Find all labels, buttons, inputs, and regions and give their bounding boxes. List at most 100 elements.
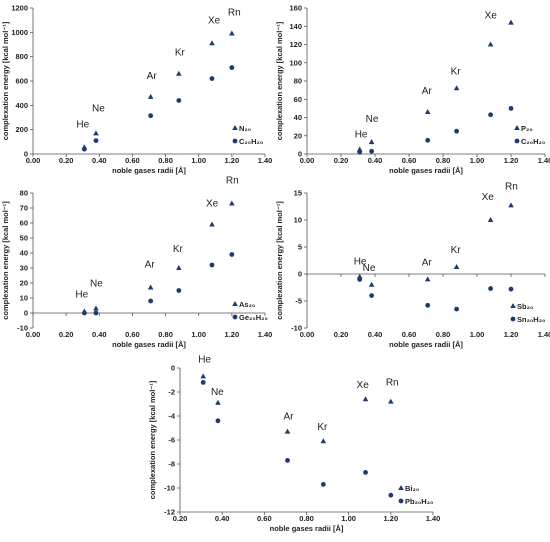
x-tick-label: 0.80 <box>158 156 173 165</box>
y-tick-label: -2 <box>168 388 175 397</box>
y-tick-label: 140 <box>289 22 302 31</box>
circle-marker <box>454 128 459 134</box>
y-tick-label: -12 <box>164 508 175 517</box>
y-tick-label: -10 <box>17 324 28 333</box>
point-label-rn: Rn <box>226 176 239 187</box>
circle-marker <box>215 418 221 424</box>
circle-marker <box>209 76 215 81</box>
x-tick-label: 0.40 <box>92 156 107 165</box>
x-tick-label: 0.80 <box>436 330 451 339</box>
triangle-marker <box>176 265 182 270</box>
x-tick-label: 0.40 <box>368 330 383 339</box>
point-label-ar: Ar <box>284 412 295 423</box>
legend-circle-icon <box>510 316 516 322</box>
circle-marker <box>285 458 290 463</box>
x-tick-label: 0.80 <box>158 330 173 339</box>
x-tick-label: 0.20 <box>334 156 349 165</box>
point-label-ne: Ne <box>90 279 103 290</box>
legend-triangle-icon <box>514 125 520 130</box>
point-label-kr: Kr <box>451 245 462 256</box>
triangle-marker <box>147 284 154 290</box>
x-tick-label: 1.00 <box>341 514 356 523</box>
y-tick-label: 0 <box>171 364 175 373</box>
legend-label: N₂₀ <box>239 124 251 133</box>
circle-marker <box>81 310 87 316</box>
chart-panel-4: 0.00 0.20 0.40 0.60 0.80 1.00 1.20 1.40 -10 -5 0 5 1… <box>275 181 550 349</box>
y-tick-label: -6 <box>168 436 175 445</box>
circle-marker <box>488 286 493 291</box>
point-label-rn: Rn <box>228 8 241 19</box>
point-label-ar: Ar <box>422 86 433 97</box>
x-tick-label: 0.00 <box>26 330 41 339</box>
x-tick-label: 1.40 <box>426 514 441 523</box>
y-tick-label: 0 <box>298 150 302 159</box>
circle-marker <box>148 298 154 304</box>
triangle-marker <box>93 130 99 136</box>
legend-circle-icon <box>232 138 238 144</box>
y-tick-label: 1000 <box>11 28 28 37</box>
y-tick-label: -5 <box>295 297 302 306</box>
y-axis-label: complexation energy [kcal mol⁻¹] <box>275 21 284 140</box>
point-label-rn: Rn <box>505 0 518 2</box>
point-label-he: He <box>75 290 88 301</box>
point-label-xe: Xe <box>485 11 498 22</box>
x-tick-label: 0.20 <box>59 330 74 339</box>
x-tick-label: 1.20 <box>504 330 519 339</box>
y-tick-label: 10 <box>20 294 28 303</box>
circle-marker <box>209 262 215 268</box>
point-label-kr: Kr <box>317 422 328 433</box>
point-label-ar: Ar <box>147 71 158 82</box>
x-tick-label: 0.20 <box>59 156 74 165</box>
legend-label: C₂₀H₂₀ <box>239 137 263 146</box>
y-tick-label: 80 <box>20 189 28 198</box>
y-tick-label: 50 <box>20 234 28 243</box>
point-label-xe: Xe <box>482 192 495 203</box>
y-tick-label: 20 <box>294 131 302 140</box>
triangle-marker <box>362 396 369 402</box>
legend-label: C₂₀H₂₀ <box>521 137 545 146</box>
y-tick-label: -8 <box>168 460 175 469</box>
circle-marker <box>363 470 368 475</box>
circle-marker <box>176 98 182 103</box>
triangle-marker <box>368 139 375 145</box>
triangle-marker <box>209 40 215 46</box>
triangle-marker <box>487 217 494 222</box>
circle-marker <box>81 146 87 152</box>
triangle-marker <box>356 146 363 152</box>
triangle-marker <box>356 273 363 279</box>
triangle-marker <box>200 373 206 379</box>
circle-marker <box>425 302 431 308</box>
y-tick-label: 60 <box>294 95 302 104</box>
x-tick-label: 0.00 <box>300 156 315 165</box>
triangle-marker <box>176 70 182 76</box>
triangle-marker <box>229 200 235 206</box>
y-tick-label: -10 <box>164 484 175 493</box>
y-axis-label: complexation energy [kcal mol⁻¹] <box>1 201 10 320</box>
x-tick-label: 1.00 <box>191 330 206 339</box>
x-tick-label: 0.00 <box>26 156 41 165</box>
circle-marker <box>454 306 459 312</box>
x-tick-label: 1.20 <box>225 330 240 339</box>
circle-marker <box>148 113 154 119</box>
y-tick-label: 200 <box>15 125 28 134</box>
circle-marker <box>369 148 374 154</box>
x-tick-label: 0.40 <box>368 156 383 165</box>
circle-marker <box>200 380 206 385</box>
point-label-he: He <box>354 257 367 268</box>
y-tick-label: 1200 <box>11 4 28 13</box>
circle-marker <box>425 137 431 143</box>
x-tick-label: 1.40 <box>258 156 273 165</box>
y-tick-label: 600 <box>15 77 28 86</box>
triangle-marker <box>209 221 215 227</box>
triangle-marker <box>487 41 494 47</box>
legend-label: Sn₂₀H₂₀ <box>517 315 545 324</box>
triangle-marker <box>320 438 327 444</box>
legend-circle-icon <box>232 314 238 320</box>
x-tick-label: 0.40 <box>92 330 107 339</box>
triangle-marker <box>388 398 394 404</box>
x-tick-label: 1.00 <box>191 156 206 165</box>
triangle-marker <box>508 202 514 208</box>
circle-marker <box>357 277 363 282</box>
circle-marker <box>508 105 514 111</box>
